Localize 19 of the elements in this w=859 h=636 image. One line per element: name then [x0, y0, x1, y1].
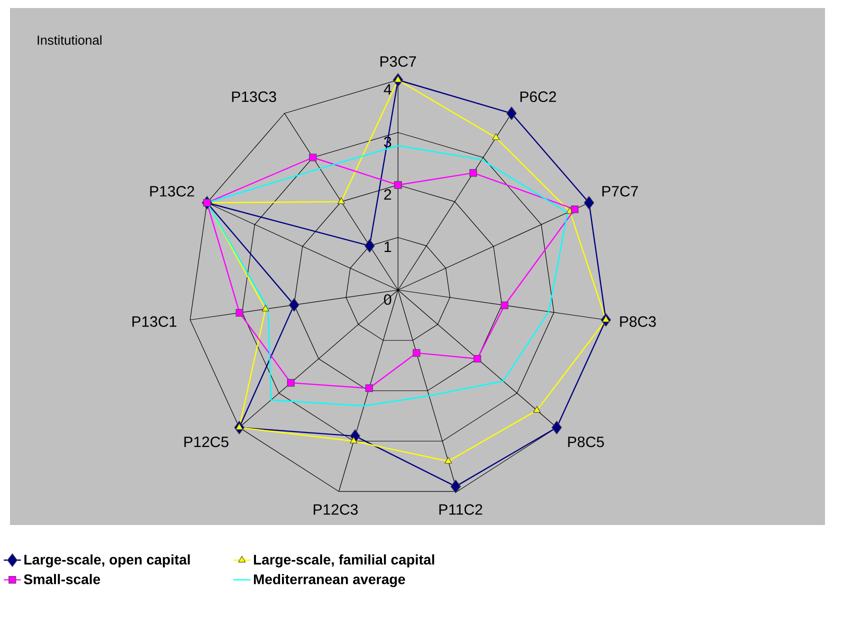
spoke-label: P6C2	[520, 91, 556, 102]
legend-label: Large-scale, familial capital	[254, 554, 434, 568]
spoke-label: P7C7	[602, 186, 638, 197]
legend-label: Small-scale	[24, 574, 100, 584]
spoke-label: P13C1	[132, 316, 176, 327]
y-tick-label: 1	[384, 242, 392, 252]
spoke-label: P13C3	[232, 91, 276, 102]
spoke-label: P11C2	[439, 504, 482, 515]
spoke-label: P3C7	[380, 56, 416, 67]
legend-label: Large-scale, open capital	[24, 554, 190, 568]
spoke-label: P12C5	[184, 436, 228, 448]
legend-label: Mediterranean average	[254, 574, 406, 588]
spoke-label: P8C5	[568, 436, 604, 448]
y-tick-label: 4	[384, 84, 392, 95]
spoke-label: P8C3	[620, 316, 656, 327]
chart-title: Institutional	[38, 35, 102, 45]
spoke-label: P13C2	[150, 186, 194, 197]
spoke-label: P12C3	[314, 504, 358, 515]
y-tick-label: 2	[384, 189, 392, 200]
